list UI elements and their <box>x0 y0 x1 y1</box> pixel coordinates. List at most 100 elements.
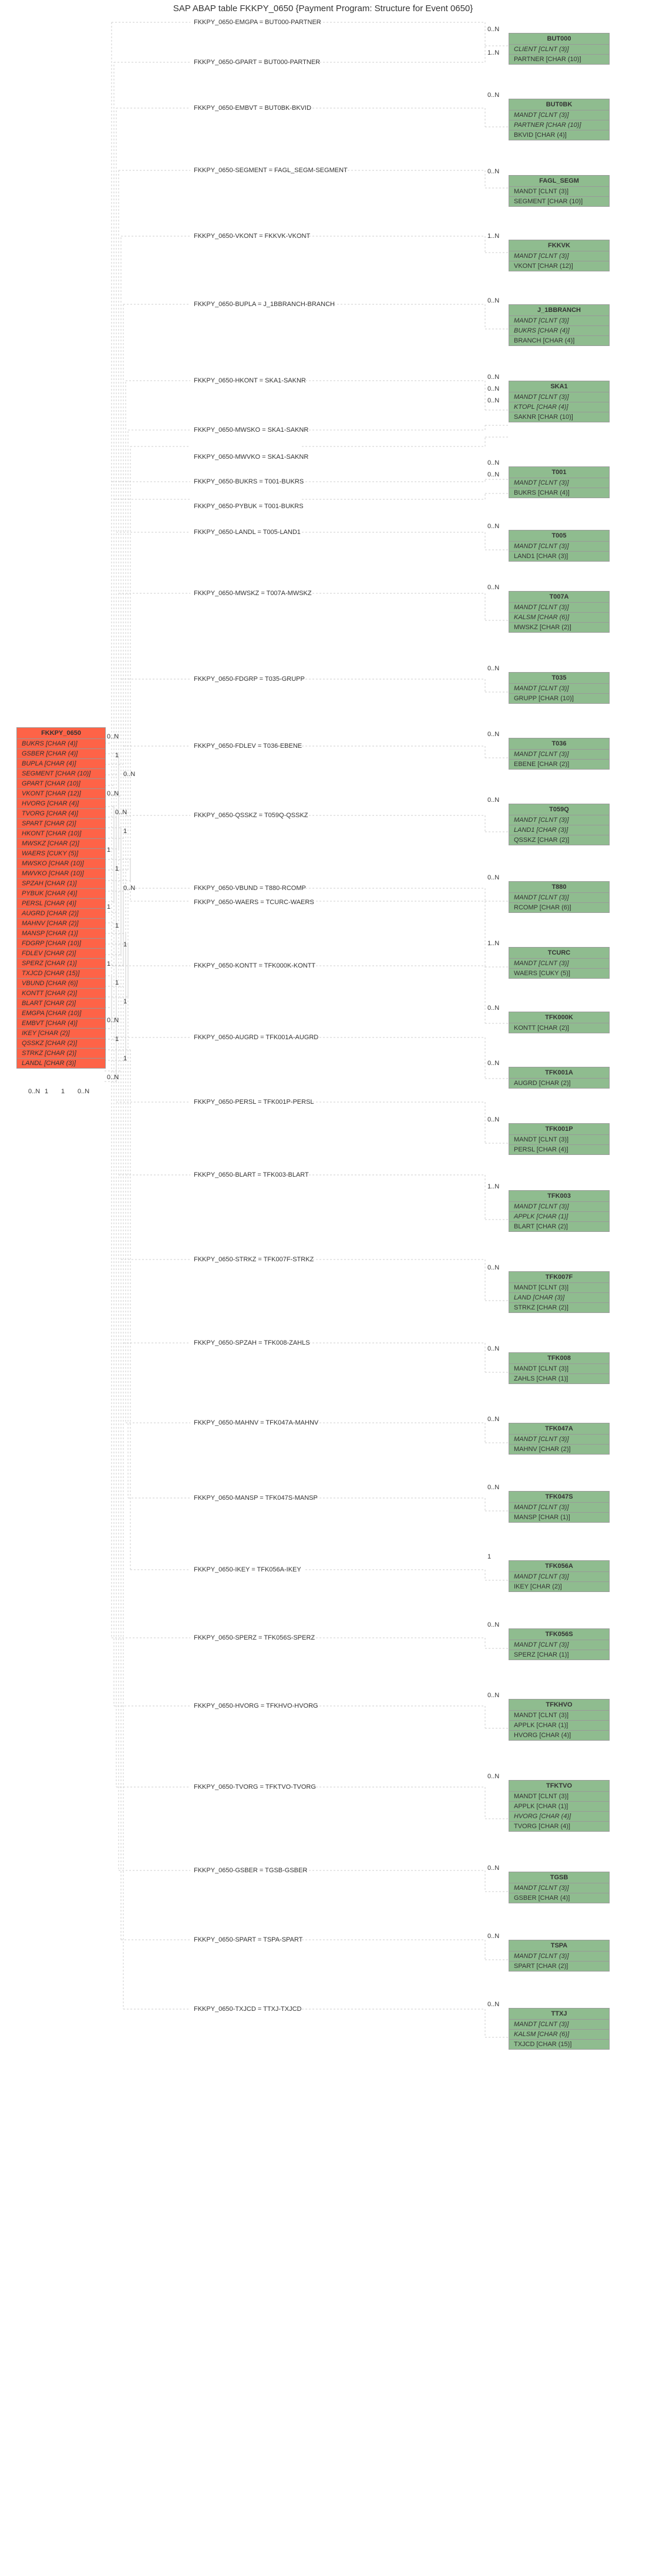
cardinality-label: 0..N <box>107 1074 119 1081</box>
entity-box-field: SPART [CHAR (2)] <box>17 818 105 828</box>
edge-label: FKKPY_0650-VKONT = FKKVK-VKONT <box>194 233 310 240</box>
entity-box: TFK047SMANDT [CLNT (3)]MANSP [CHAR (1)] <box>509 1491 610 1523</box>
entity-box-field: SEGMENT [CHAR (10)] <box>509 196 609 206</box>
cardinality-label: 0..N <box>487 397 499 404</box>
entity-box-field: EBENE [CHAR (2)] <box>509 759 609 769</box>
entity-box-field: MANSP [CHAR (1)] <box>509 1512 609 1522</box>
cardinality-label: 0..N <box>487 1484 499 1491</box>
entity-box: T001MANDT [CLNT (3)]BUKRS [CHAR (4)] <box>509 466 610 498</box>
entity-box: BUT0BKMANDT [CLNT (3)]PARTNER [CHAR (10)… <box>509 99 610 140</box>
entity-box-field: FDLEV [CHAR (2)] <box>17 948 105 958</box>
entity-box-field: KONTT [CHAR (2)] <box>509 1023 609 1033</box>
entity-box-header: TFK056A <box>509 1561 609 1571</box>
entity-box-field: MANDT [CLNT (3)] <box>509 602 609 612</box>
edge-label: FKKPY_0650-EMBVT = BUT0BK-BKVID <box>194 105 311 112</box>
entity-box-field: MANDT [CLNT (3)] <box>509 110 609 120</box>
entity-box-field: LANDL [CHAR (3)] <box>17 1058 105 1068</box>
edge-label: FKKPY_0650-PYBUK = T001-BUKRS <box>194 503 304 510</box>
cardinality-label: 1 <box>45 1088 48 1095</box>
edge-label: FKKPY_0650-FDGRP = T035-GRUPP <box>194 676 305 683</box>
entity-box: FKKVKMANDT [CLNT (3)]VKONT [CHAR (12)] <box>509 240 610 271</box>
edge-label: FKKPY_0650-MANSP = TFK047S-MANSP <box>194 1494 318 1502</box>
cardinality-label: 0..N <box>487 385 499 392</box>
entity-box-field: BUKRS [CHAR (4)] <box>509 325 609 335</box>
entity-box: T005MANDT [CLNT (3)]LAND1 [CHAR (3)] <box>509 530 610 562</box>
entity-box-field: WAERS [CUKY (5)] <box>17 848 105 858</box>
entity-box: TGSBMANDT [CLNT (3)]GSBER [CHAR (4)] <box>509 1872 610 1903</box>
cardinality-label: 1..N <box>487 940 499 947</box>
entity-box: TFK001AAUGRD [CHAR (2)] <box>509 1067 610 1089</box>
cardinality-label: 0..N <box>123 771 135 778</box>
cardinality-label: 1 <box>107 847 110 854</box>
cardinality-label: 1 <box>107 960 110 968</box>
cardinality-label: 1..N <box>487 1183 499 1190</box>
entity-box-field: TXJCD [CHAR (15)] <box>509 2039 609 2049</box>
cardinality-label: 1 <box>123 998 127 1005</box>
cardinality-label: 0..N <box>487 92 499 99</box>
entity-box-field: MANDT [CLNT (3)] <box>509 1282 609 1292</box>
cardinality-label: 0..N <box>487 1264 499 1271</box>
cardinality-label: 0..N <box>487 1933 499 1940</box>
edge-label: FKKPY_0650-GSBER = TGSB-GSBER <box>194 1867 307 1874</box>
entity-box-field: MWSKZ [CHAR (2)] <box>509 622 609 632</box>
cardinality-label: 1 <box>123 828 127 835</box>
edge-label: FKKPY_0650-MWVKO = SKA1-SAKNR <box>194 454 308 461</box>
entity-box-field: MANDT [CLNT (3)] <box>509 1434 609 1444</box>
entity-box: T880MANDT [CLNT (3)]RCOMP [CHAR (6)] <box>509 881 610 913</box>
entity-box-field: MANDT [CLNT (3)] <box>509 315 609 325</box>
edge-label: FKKPY_0650-VBUND = T880-RCOMP <box>194 885 306 892</box>
entity-box-field: KALSM [CHAR (6)] <box>509 2029 609 2039</box>
entity-box-header: TSPA <box>509 1940 609 1951</box>
edge-label: FKKPY_0650-LANDL = T005-LAND1 <box>194 529 301 536</box>
entity-box-field: IKEY [CHAR (2)] <box>17 1028 105 1038</box>
cardinality-label: 0..N <box>487 297 499 304</box>
entity-box: FKKPY_0650BUKRS [CHAR (4)]GSBER [CHAR (4… <box>16 727 106 1069</box>
cardinality-label: 1 <box>115 922 119 929</box>
entity-box-field: MANDT [CLNT (3)] <box>509 815 609 825</box>
entity-box-field: GRUPP [CHAR (10)] <box>509 693 609 703</box>
entity-box-field: KTOPL [CHAR (4)] <box>509 402 609 412</box>
edge-label: FKKPY_0650-TVORG = TFKTVO-TVORG <box>194 1784 316 1791</box>
entity-box-field: HVORG [CHAR (4)] <box>509 1730 609 1740</box>
entity-box: T036MANDT [CLNT (3)]EBENE [CHAR (2)] <box>509 738 610 770</box>
entity-box-field: MANDT [CLNT (3)] <box>509 1883 609 1893</box>
edge-label: FKKPY_0650-HVORG = TFKHVO-HVORG <box>194 1702 318 1710</box>
entity-box: TFK001PMANDT [CLNT (3)]PERSL [CHAR (4)] <box>509 1123 610 1155</box>
entity-box-header: TCURC <box>509 948 609 958</box>
entity-box: TFK007FMANDT [CLNT (3)]LAND [CHAR (3)]ST… <box>509 1271 610 1313</box>
entity-box-field: PARTNER [CHAR (10)] <box>509 54 609 64</box>
cardinality-label: 0..N <box>78 1088 89 1095</box>
entity-box-header: TFK000K <box>509 1012 609 1023</box>
entity-box-field: MANDT [CLNT (3)] <box>509 186 609 196</box>
entity-box-header: T036 <box>509 738 609 749</box>
entity-box-field: AUGRD [CHAR (2)] <box>509 1078 609 1088</box>
entity-box: TFK003MANDT [CLNT (3)]APPLK [CHAR (1)]BL… <box>509 1190 610 1232</box>
entity-box-field: WAERS [CUKY (5)] <box>509 968 609 978</box>
entity-box-field: TVORG [CHAR (4)] <box>509 1821 609 1831</box>
cardinality-label: 0..N <box>487 731 499 738</box>
entity-box: BUT000CLIENT [CLNT (3)]PARTNER [CHAR (10… <box>509 33 610 65</box>
cardinality-label: 0..N <box>487 797 499 804</box>
entity-box-header: TFK003 <box>509 1191 609 1201</box>
entity-box: TSPAMANDT [CLNT (3)]SPART [CHAR (2)] <box>509 1940 610 1972</box>
entity-box-field: VBUND [CHAR (6)] <box>17 978 105 988</box>
entity-box-header: TFK007F <box>509 1272 609 1282</box>
entity-box-field: LAND1 [CHAR (3)] <box>509 551 609 561</box>
entity-box-field: MANDT [CLNT (3)] <box>509 1201 609 1211</box>
entity-box-header: BUT000 <box>509 33 609 44</box>
cardinality-label: 1 <box>107 904 110 911</box>
entity-box-field: LAND [CHAR (3)] <box>509 1292 609 1302</box>
entity-box-field: MANDT [CLNT (3)] <box>509 1791 609 1801</box>
entity-box-field: BLART [CHAR (2)] <box>17 998 105 1008</box>
entity-box: TFK056SMANDT [CLNT (3)]SPERZ [CHAR (1)] <box>509 1628 610 1660</box>
entity-box: TFK000KKONTT [CHAR (2)] <box>509 1012 610 1033</box>
entity-box-header: FKKVK <box>509 240 609 251</box>
entity-box-field: MANDT [CLNT (3)] <box>509 958 609 968</box>
cardinality-label: 0..N <box>487 665 499 672</box>
entity-box-field: GPART [CHAR (10)] <box>17 778 105 788</box>
entity-box-header: TFK001A <box>509 1067 609 1078</box>
entity-box-field: QSSKZ [CHAR (2)] <box>17 1038 105 1048</box>
edge-label: FKKPY_0650-MAHNV = TFK047A-MAHNV <box>194 1419 318 1426</box>
entity-box-field: PARTNER [CHAR (10)] <box>509 120 609 130</box>
entity-box-field: BUPLA [CHAR (4)] <box>17 758 105 768</box>
